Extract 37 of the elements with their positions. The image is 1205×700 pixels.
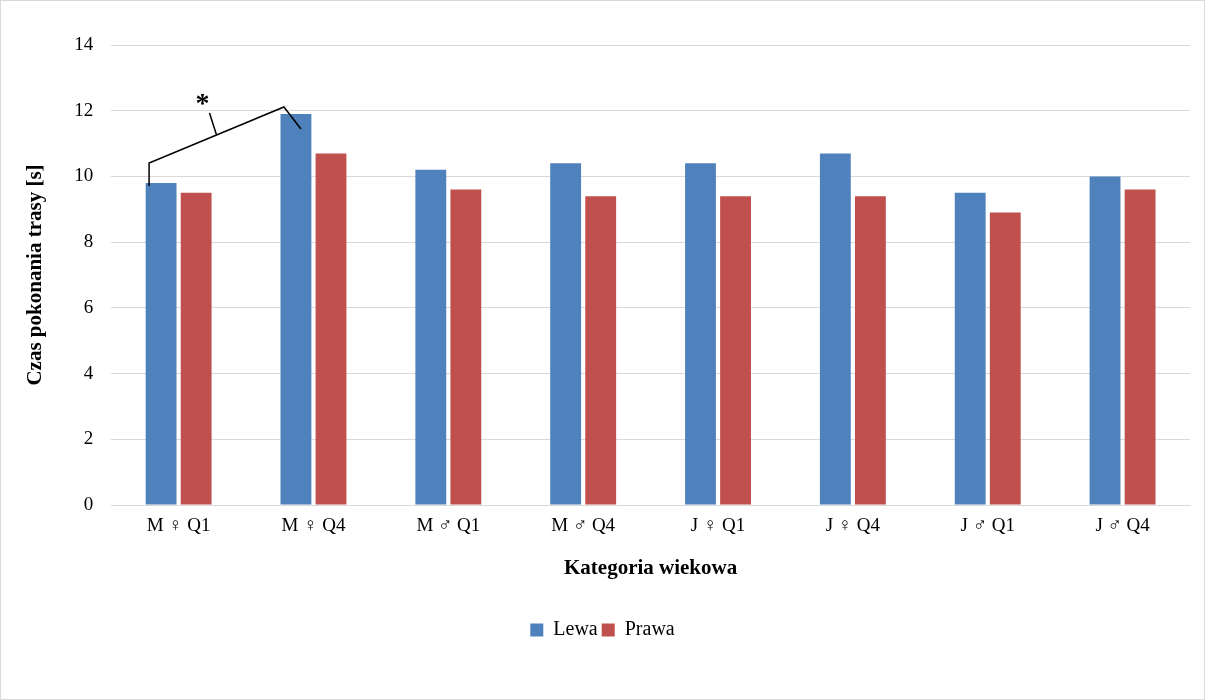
x-tick-label: J ♀ Q1 [690,514,746,536]
bar [180,192,212,505]
legend-label: Prawa [624,617,675,640]
bar [1124,189,1156,505]
bar [954,192,986,505]
x-tick-label: J ♀ Q4 [825,514,881,536]
bar [145,183,177,505]
y-tick-label: 14 [74,32,94,54]
y-tick-label: 4 [83,361,94,383]
y-tick-label: 10 [74,164,94,186]
legend-label: Lewa [553,617,598,640]
bar [720,196,751,505]
bar [550,163,582,505]
bar [685,163,716,505]
y-tick-label: 8 [83,230,94,252]
x-tick-label: J ♂ Q1 [960,514,1015,536]
bar [315,153,347,505]
x-tick-label: M ♀ Q1 [146,514,211,536]
annotation: * [195,87,210,119]
y-tick-label: 6 [83,295,94,317]
bar [280,114,312,505]
bar [1089,176,1121,505]
y-tick-label: 0 [83,492,94,514]
bar [819,153,851,505]
bar [854,196,886,505]
bar [585,196,617,505]
x-tick-label: M ♂ Q4 [551,514,616,536]
y-axis-title: Czas pokonania trasy [s] [22,164,47,386]
bar [450,189,482,505]
y-tick-label: 12 [74,98,94,120]
x-tick-label: M ♂ Q1 [416,514,481,536]
y-tick-label: 2 [83,427,94,449]
x-axis-title: Kategoria wiekowa [563,554,738,579]
x-tick-label: M ♀ Q4 [281,514,346,536]
bar [415,169,447,505]
bar [989,212,1021,505]
x-tick-label: J ♂ Q4 [1095,514,1151,536]
